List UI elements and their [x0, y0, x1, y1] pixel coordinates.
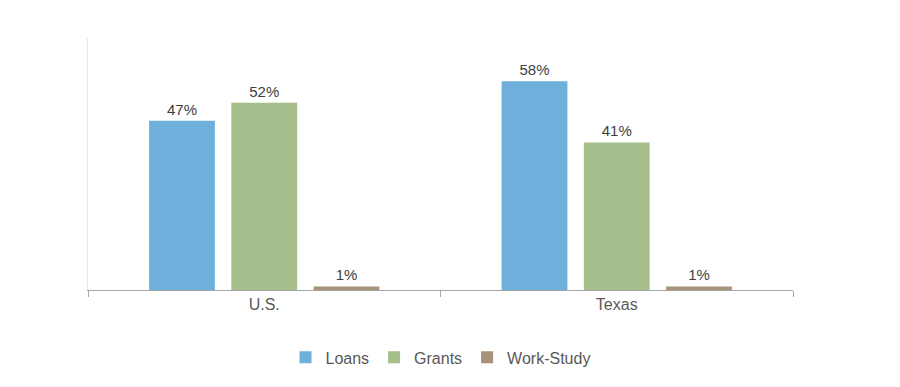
svg-text:Texas: Texas [596, 296, 638, 313]
svg-text:U.S.: U.S. [249, 296, 280, 313]
svg-text:Work-Study: Work-Study [507, 350, 590, 367]
svg-text:1%: 1% [688, 266, 710, 283]
svg-text:47%: 47% [167, 101, 197, 118]
svg-text:Grants: Grants [414, 350, 462, 367]
svg-text:Loans: Loans [326, 350, 370, 367]
svg-text:41%: 41% [602, 122, 632, 139]
svg-text:1%: 1% [336, 266, 358, 283]
svg-text:58%: 58% [519, 61, 549, 78]
svg-text:52%: 52% [249, 83, 279, 100]
